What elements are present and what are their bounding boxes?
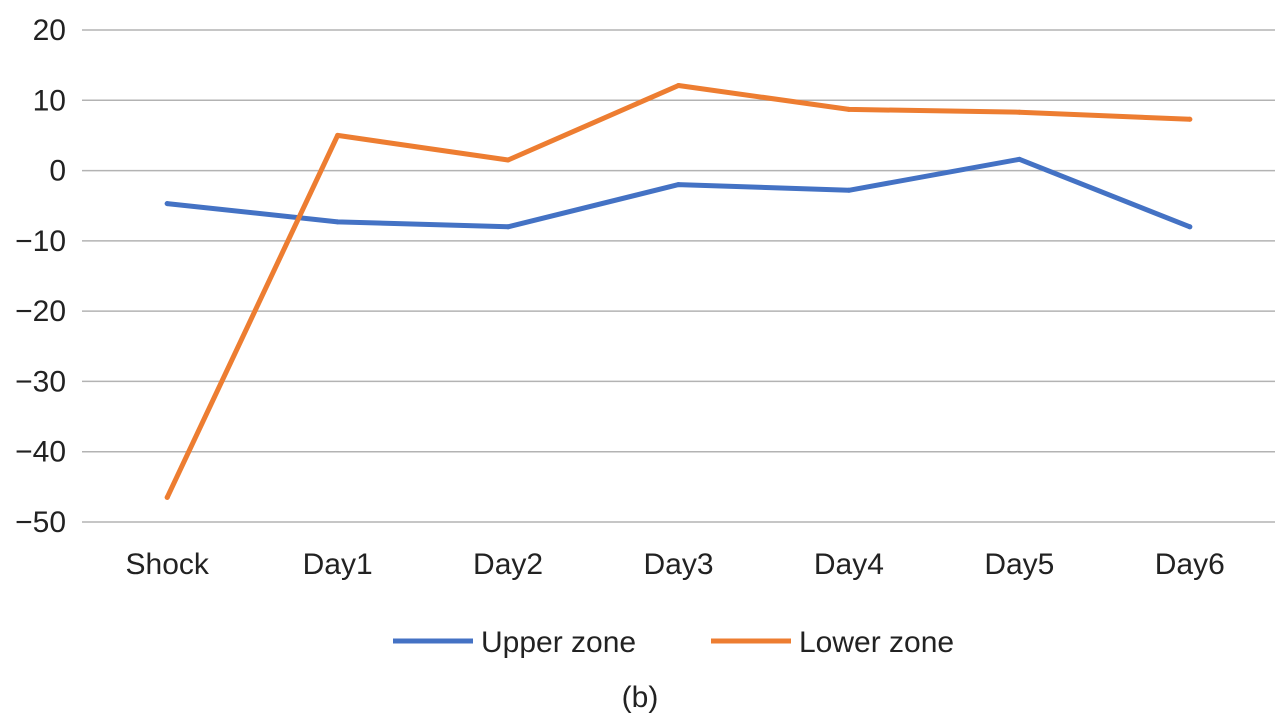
y-tick-label: −20 (15, 295, 66, 328)
y-tick-label: 0 (49, 155, 66, 188)
x-tick-label: Day1 (303, 548, 373, 581)
x-tick-label: Day2 (473, 548, 543, 581)
series-lines (164, 83, 1193, 500)
figure-caption: (b) (622, 681, 659, 714)
data-point (1187, 116, 1193, 122)
x-tick-label: Day3 (643, 548, 713, 581)
data-point (1016, 156, 1022, 162)
y-tick-label: 20 (33, 14, 66, 47)
legend-label: Lower zone (799, 626, 954, 659)
data-point (846, 106, 852, 112)
data-point (676, 83, 681, 89)
data-point (505, 157, 511, 163)
y-tick-label: −10 (15, 225, 66, 258)
legend: Upper zone Lower zone (393, 626, 954, 659)
data-point (846, 187, 852, 193)
gridlines (82, 29, 1275, 523)
data-point (164, 494, 170, 500)
x-tick-label: Day4 (814, 548, 884, 581)
data-point (164, 201, 170, 207)
y-tick-label: 10 (33, 84, 66, 117)
y-tick-label: −50 (15, 506, 66, 539)
y-tick-label: −30 (15, 365, 66, 398)
y-axis-tick-labels: 20 10 0 −10 −20 −30 −40 −50 (15, 14, 66, 539)
data-point (505, 224, 511, 230)
x-tick-label: Day6 (1155, 548, 1225, 581)
x-tick-label: Day5 (984, 548, 1054, 581)
data-point (1016, 109, 1022, 115)
data-point (335, 219, 341, 225)
y-tick-label: −40 (15, 436, 66, 469)
data-point (335, 132, 341, 138)
series-line-lower-zone (164, 83, 1193, 500)
legend-label: Upper zone (481, 626, 636, 659)
x-axis-tick-labels: Shock Day1 Day2 Day3 Day4 Day5 Day6 (126, 548, 1225, 581)
x-tick-label: Shock (126, 548, 210, 581)
data-point (1187, 224, 1193, 230)
data-point (676, 182, 681, 188)
